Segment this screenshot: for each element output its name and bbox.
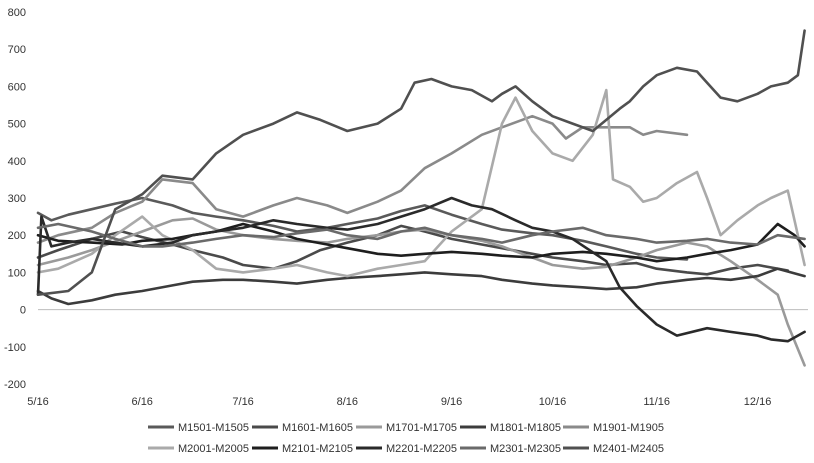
y-tick-label: 300 [8, 193, 26, 205]
legend-label: M2001-M2005 [178, 443, 249, 455]
legend-label: M1701-M1705 [386, 422, 457, 434]
x-tick-label: 9/16 [441, 396, 462, 408]
x-tick-label: 7/16 [232, 396, 253, 408]
y-tick-label: 100 [8, 267, 26, 279]
series-line-m1601-m1605 [36, 224, 790, 276]
x-tick-label: 8/16 [337, 396, 358, 408]
series-line-m2301-m2305 [36, 222, 806, 248]
y-tick-label: 500 [8, 119, 26, 131]
series-line-m2001-m2005 [36, 88, 806, 278]
y-axis-labels: -200 -100 0 100 200 300 400 500 600 700 800 [4, 7, 26, 391]
y-tick-label: -100 [4, 342, 26, 354]
series-line-m2201-m2205 [36, 196, 806, 343]
x-tick-label: 11/16 [643, 396, 670, 408]
x-tick-label: 5/16 [27, 396, 48, 408]
legend-label: M1601-M1605 [282, 422, 353, 434]
x-tick-label: 10/16 [539, 396, 567, 408]
series-line-m2101-m2105 [36, 222, 806, 263]
legend-label: M2201-M2205 [386, 443, 457, 455]
y-tick-label: -200 [4, 379, 26, 391]
y-tick-label: 200 [8, 230, 26, 242]
y-tick-label: 600 [8, 81, 26, 93]
y-tick-label: 0 [20, 305, 26, 317]
x-tick-label: 12/16 [744, 396, 772, 408]
legend-label: M2301-M2305 [490, 443, 561, 455]
legend-label: M2101-M2105 [282, 443, 353, 455]
x-axis-labels: 5/16 6/16 7/16 8/16 9/16 10/16 11/16 12/16 [27, 396, 771, 408]
x-tick-label: 6/16 [132, 396, 153, 408]
series-line-m1901-m1905 [36, 114, 689, 244]
y-tick-label: 400 [8, 156, 26, 168]
legend-label: M1901-M1905 [593, 422, 664, 434]
legend: M1501-M1505 M1601-M1605 M1701-M1705 M1801-M… [148, 422, 664, 455]
series-line-m1801-m1805 [36, 267, 806, 306]
y-tick-label: 700 [8, 44, 26, 56]
series-lines [36, 29, 806, 367]
legend-label: M2401-M2405 [593, 443, 664, 455]
legend-label: M1501-M1505 [178, 422, 249, 434]
series-line-m2401-m2405 [36, 29, 806, 296]
y-tick-label: 800 [8, 7, 26, 19]
legend-label: M1801-M1805 [490, 422, 561, 434]
